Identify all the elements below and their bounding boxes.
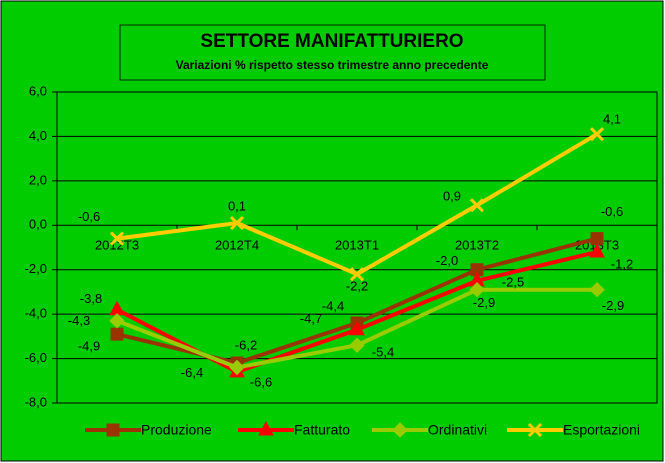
marker xyxy=(109,231,125,246)
marker xyxy=(258,420,274,436)
data-label: -4,9 xyxy=(78,339,100,354)
data-label: -0,6 xyxy=(601,204,623,219)
marker xyxy=(106,423,120,437)
marker xyxy=(229,216,245,231)
legend-label: Esportazioni xyxy=(563,422,640,438)
data-label: -0,6 xyxy=(78,209,100,224)
legend-label: Produzione xyxy=(141,422,212,438)
x-tick-label: 2013T1 xyxy=(335,238,379,253)
title-box xyxy=(119,24,546,81)
marker xyxy=(590,232,604,246)
legend-label: Fatturato xyxy=(294,422,350,438)
data-label: 0,9 xyxy=(443,189,461,204)
y-tick-label: -8,0 xyxy=(25,394,47,409)
y-tick-label: -4,0 xyxy=(25,306,47,321)
data-label: -2,9 xyxy=(602,298,624,313)
y-tick-label: 4,0 xyxy=(29,128,47,143)
marker xyxy=(349,267,365,282)
data-label: -6,2 xyxy=(235,337,257,352)
legend-label: Ordinativi xyxy=(428,422,487,438)
data-label: -4,7 xyxy=(300,311,322,326)
marker xyxy=(469,198,485,213)
data-label: -4,4 xyxy=(322,298,344,313)
chart-subtitle: Variazioni % rispetto stesso trimestre a… xyxy=(176,58,489,72)
data-label: -6,4 xyxy=(181,365,203,380)
data-label: -2,5 xyxy=(502,274,524,289)
marker xyxy=(229,359,245,376)
marker xyxy=(589,242,605,258)
data-label: -1,2 xyxy=(611,256,633,271)
x-tick-label: 2012T4 xyxy=(215,238,259,253)
chart-title: SETTORE MANIFATTURIERO xyxy=(200,31,463,52)
data-label: -2,0 xyxy=(436,253,458,268)
x-tick-label: 2013T2 xyxy=(455,238,499,253)
y-tick-label: 2,0 xyxy=(29,172,47,187)
data-label: 0,1 xyxy=(228,199,246,214)
y-tick-label: -2,0 xyxy=(25,261,47,276)
marker xyxy=(589,127,605,142)
marker xyxy=(349,337,365,353)
marker xyxy=(589,281,605,298)
marker xyxy=(469,281,485,298)
marker xyxy=(392,422,408,438)
y-tick-label: -6,0 xyxy=(25,350,47,365)
marker xyxy=(527,422,543,438)
marker xyxy=(109,313,125,329)
y-tick-label: 0,0 xyxy=(29,217,47,232)
data-label: -6,6 xyxy=(250,374,272,389)
marker xyxy=(349,320,365,336)
data-label: -2,9 xyxy=(473,295,495,310)
x-tick-label: 2012T3 xyxy=(95,238,139,253)
data-label: -2,2 xyxy=(346,279,368,294)
data-label: -3,8 xyxy=(80,291,102,306)
y-tick-label: 6,0 xyxy=(29,83,47,98)
marker xyxy=(110,327,124,341)
data-label: -5,4 xyxy=(372,345,394,360)
data-label: 4,1 xyxy=(603,112,621,127)
data-label: -4,3 xyxy=(68,313,90,328)
